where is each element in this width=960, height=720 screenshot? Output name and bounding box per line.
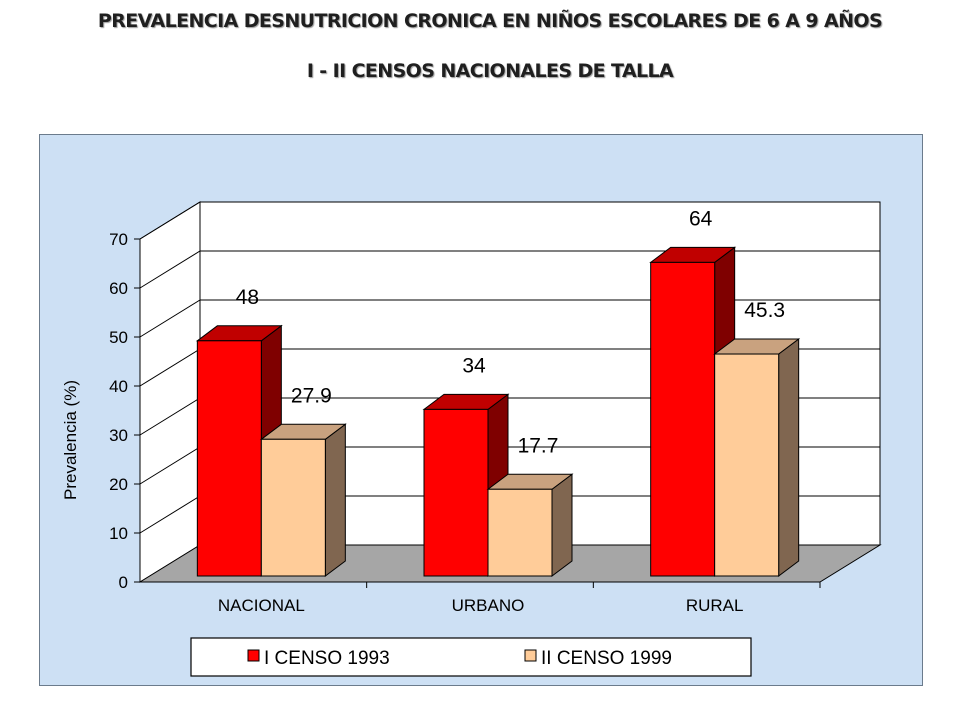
bar bbox=[714, 353, 780, 577]
legend-entry: II CENSO 1999 bbox=[541, 648, 672, 669]
y-tick-label: 40 bbox=[109, 377, 128, 396]
legend: I CENSO 1993 II CENSO 1999 bbox=[190, 637, 752, 677]
bar-side bbox=[551, 473, 573, 577]
y-tick-label: 60 bbox=[109, 279, 128, 298]
category-label: NACIONAL bbox=[218, 596, 305, 615]
y-axis-ticks: 0 10 20 30 40 50 60 70 bbox=[109, 230, 820, 592]
data-label: 27.9 bbox=[291, 384, 332, 407]
data-label: 34 bbox=[462, 354, 486, 377]
y-tick-label: 30 bbox=[109, 426, 128, 445]
y-tick-label: 50 bbox=[109, 328, 128, 347]
data-label: 45.3 bbox=[744, 299, 785, 322]
gridline bbox=[139, 250, 880, 289]
y-axis-title: Prevalencia (%) bbox=[61, 380, 80, 500]
bars bbox=[195, 246, 801, 577]
chart-title: PREVALENCIA DESNUTRICION CRONICA EN NIÑO… bbox=[97, 10, 883, 32]
bar-side bbox=[324, 423, 346, 577]
legend-swatch bbox=[247, 649, 260, 662]
data-label: 64 bbox=[689, 207, 713, 230]
y-tick-label: 0 bbox=[119, 573, 128, 592]
y-tick-label: 20 bbox=[109, 475, 128, 494]
side-wall bbox=[139, 201, 201, 583]
bar bbox=[423, 408, 489, 577]
data-label: 17.7 bbox=[518, 434, 559, 457]
category-labels: NACIONAL URBANO RURAL bbox=[218, 582, 821, 615]
y-tick-label: 70 bbox=[109, 230, 128, 249]
bar bbox=[487, 488, 553, 577]
bar-side bbox=[778, 338, 800, 577]
bar bbox=[650, 261, 716, 577]
legend-swatch bbox=[524, 649, 537, 662]
legend-entry: I CENSO 1993 bbox=[264, 648, 390, 669]
bar bbox=[196, 340, 262, 577]
category-label: RURAL bbox=[686, 596, 744, 615]
data-labels: 48 27.9 34 17.7 64 45.3 bbox=[236, 207, 785, 457]
data-label: 48 bbox=[236, 286, 259, 309]
y-tick-label: 10 bbox=[109, 524, 128, 543]
bar bbox=[260, 438, 326, 577]
gridline bbox=[139, 201, 880, 240]
legend-box bbox=[190, 637, 752, 677]
chart-subtitle: I - II CENSOS NACIONALES DE TALLA bbox=[306, 60, 674, 82]
category-label: URBANO bbox=[452, 596, 525, 615]
